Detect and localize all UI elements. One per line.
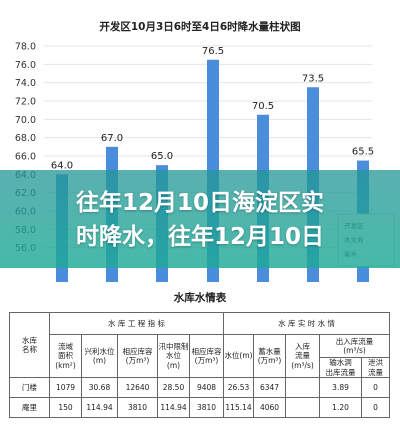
bar-value-label: 70.5 [252, 101, 274, 112]
y-tick-label: 66.0 [15, 152, 36, 163]
cell-area: 150 [49, 397, 82, 418]
cell-storage: 6347 [253, 377, 287, 398]
header-storage: 蓄水量 (万m³) [253, 334, 287, 378]
header-realtime-conditions: 水 库 实 时 水 情 [223, 312, 391, 335]
bar-value-label: 65.0 [151, 151, 173, 162]
y-tick-label: 76.0 [15, 60, 36, 71]
cell-inflow [285, 397, 321, 418]
y-tick-label: 68.0 [15, 133, 36, 144]
cell-level: 26.53 [223, 377, 255, 398]
reservoir-table-panel: 水库水情表 水库 名称 水 库 工 程 指 标 水 库 实 时 水 情 流域 面… [0, 282, 400, 442]
table-row: 庵里 150 114.94 3810 114.94 3810 115.14 40… [9, 397, 391, 418]
header-corresponding-storage: 相应库容 (万m³) [117, 334, 158, 378]
cell-xl-level: 30.68 [81, 377, 118, 398]
cell-xz-storage: 9408 [188, 377, 225, 398]
bar-value-label: 65.5 [352, 147, 374, 158]
cell-xl-level: 114.94 [81, 397, 118, 418]
header-water-level: 水位(m) [223, 334, 255, 378]
cell-name: 门楼 [9, 377, 50, 398]
cell-spill: 0 [361, 377, 391, 398]
y-tick-label: 78.0 [15, 42, 36, 53]
headline-banner: 往年12月10日海淀区实 时降水，往年12月10日 [0, 170, 400, 268]
cell-name: 庵里 [9, 397, 50, 418]
cell-storage: 4060 [253, 397, 287, 418]
cell-xl-storage: 12640 [117, 377, 158, 398]
cell-xz-level: 114.94 [157, 397, 190, 418]
header-reservoir-name: 水库 名称 [9, 312, 50, 378]
y-tick-label: 70.0 [15, 115, 36, 126]
header-spillway-flow: 泄洪 流量 [361, 357, 391, 378]
cell-xz-level: 28.50 [157, 377, 190, 398]
headline-line-2: 时降水，往年12月10日 [75, 224, 324, 250]
chart-panel: 开发区10月3日6时至4日6时降水量柱状图 78.0 76.0 74.0 72.0 70… [0, 20, 400, 282]
bar-value-label: 67.0 [101, 133, 123, 144]
cell-level: 115.14 [223, 397, 255, 418]
reservoir-table: 水库 名称 水 库 工 程 指 标 水 库 实 时 水 情 流域 面积 (km²… [9, 312, 391, 418]
chart-title: 开发区10月3日6时至4日6时降水量柱状图 [99, 20, 300, 33]
table-row: 门楼 1079 30.68 12640 28.50 9408 26.53 634… [9, 377, 391, 398]
headline-line-1: 往年12月10日海淀区实 [75, 190, 324, 216]
header-watershed-area: 流域 面积 (km²) [49, 334, 82, 378]
cell-xz-storage: 3810 [188, 397, 225, 418]
table-title: 水库水情表 [173, 292, 227, 304]
cell-xl-storage: 3810 [117, 397, 158, 418]
cell-spill: 0 [361, 397, 391, 418]
header-flood-limit-level: 兴利水位 (m) [81, 334, 118, 378]
bar-value-label: 76.5 [202, 46, 224, 57]
y-tick-label: 72.0 [15, 97, 36, 108]
header-outflow-group: 出入库流量 (m³/s) [319, 334, 391, 358]
header-flood-season-limit: 汛中限制 水位 (m) [157, 334, 190, 378]
bar-value-label: 73.5 [302, 73, 324, 84]
bar-value-label: 64.0 [51, 160, 73, 171]
cell-area: 1079 [49, 377, 82, 398]
cell-outlet: 1.20 [319, 397, 363, 418]
header-engineering-indicators: 水 库 工 程 指 标 [48, 312, 225, 335]
header-inflow: 入库 流量 (m³/s) [285, 334, 321, 378]
cell-outlet: 3.89 [319, 377, 363, 398]
cell-inflow [285, 377, 321, 398]
header-corresponding-storage-2: 相应库容 (万m³) [188, 334, 225, 378]
y-tick-label: 74.0 [15, 78, 36, 89]
header-outlet-flow: 输水洞 出库流量 [319, 357, 363, 378]
